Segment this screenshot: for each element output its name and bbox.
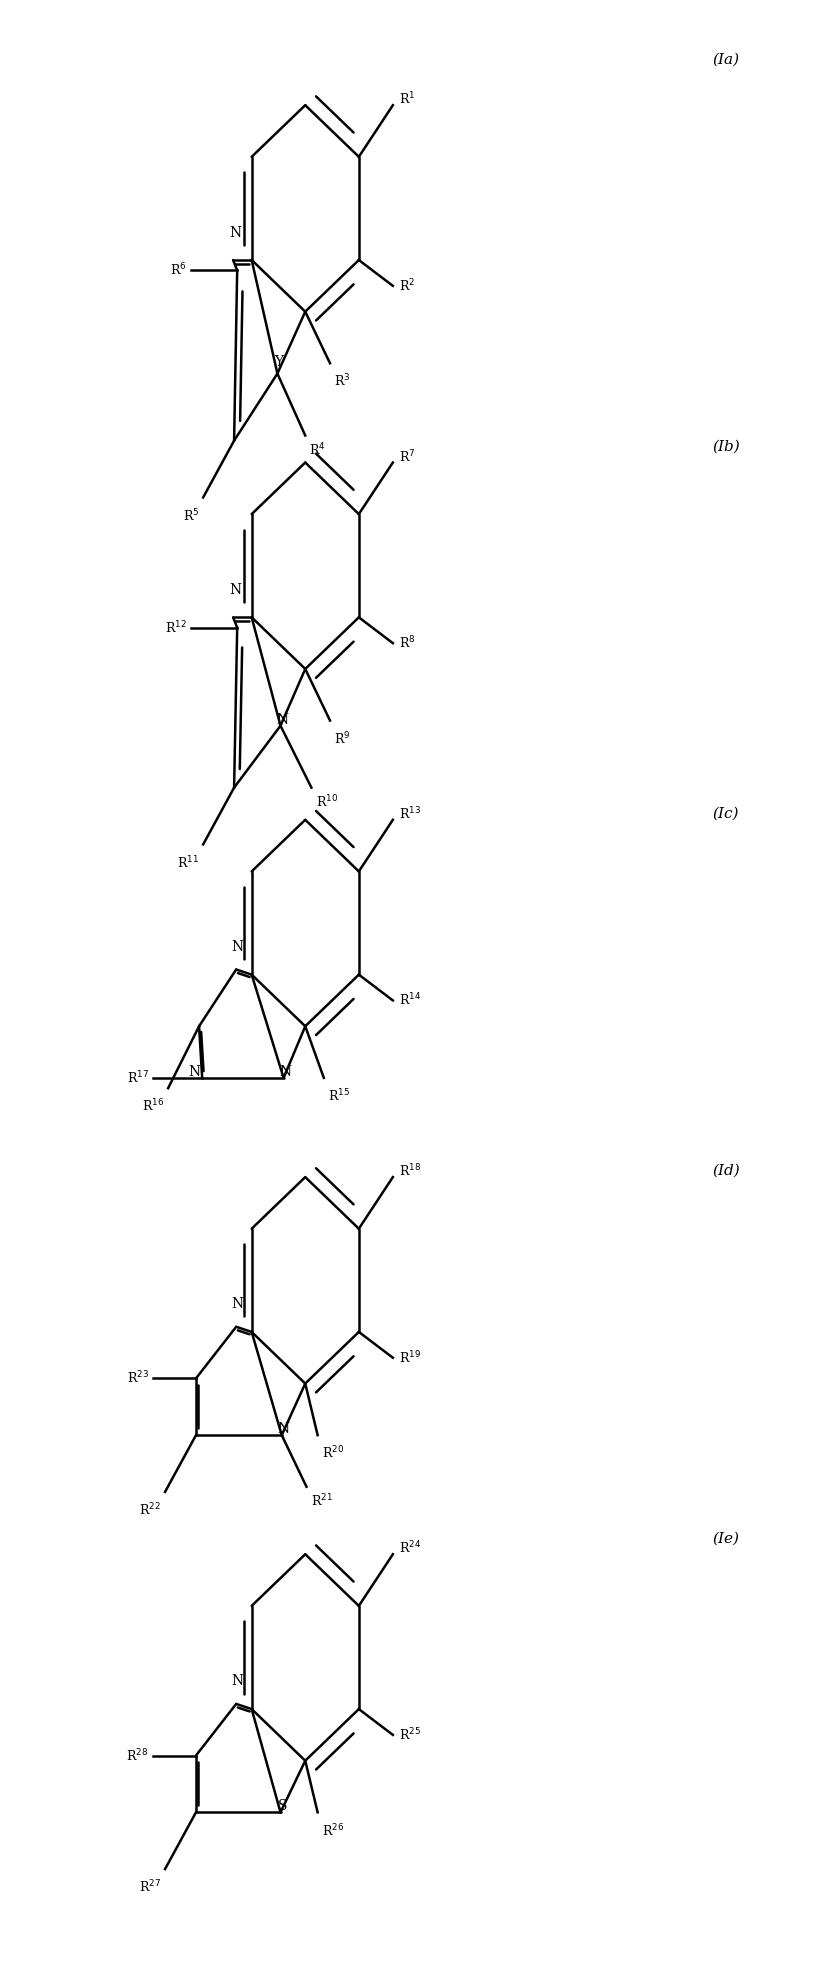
Text: R$^7$: R$^7$ bbox=[399, 449, 416, 464]
Text: R$^{26}$: R$^{26}$ bbox=[322, 1822, 344, 1838]
Text: R$^{17}$: R$^{17}$ bbox=[126, 1070, 148, 1086]
Text: R$^2$: R$^2$ bbox=[399, 278, 416, 294]
Text: R$^{23}$: R$^{23}$ bbox=[126, 1370, 148, 1388]
Text: R$^{16}$: R$^{16}$ bbox=[142, 1098, 164, 1116]
Text: R$^{19}$: R$^{19}$ bbox=[399, 1350, 422, 1366]
Text: R$^{14}$: R$^{14}$ bbox=[399, 992, 422, 1008]
Text: R$^{12}$: R$^{12}$ bbox=[165, 619, 186, 635]
Text: R$^{10}$: R$^{10}$ bbox=[315, 794, 337, 810]
Text: R$^1$: R$^1$ bbox=[399, 91, 416, 107]
Text: R$^6$: R$^6$ bbox=[170, 262, 186, 278]
Text: N: N bbox=[277, 1421, 290, 1437]
Text: R$^{13}$: R$^{13}$ bbox=[399, 806, 422, 822]
Text: N: N bbox=[229, 584, 242, 597]
Text: R$^5$: R$^5$ bbox=[182, 508, 199, 524]
Text: (Ib): (Ib) bbox=[712, 439, 740, 455]
Text: R$^{25}$: R$^{25}$ bbox=[399, 1727, 422, 1743]
Text: S: S bbox=[277, 1798, 287, 1814]
Text: (Ie): (Ie) bbox=[713, 1530, 739, 1546]
Text: N: N bbox=[188, 1064, 200, 1080]
Text: R$^{27}$: R$^{27}$ bbox=[139, 1880, 161, 1896]
Text: R$^{18}$: R$^{18}$ bbox=[399, 1163, 422, 1179]
Text: R$^3$: R$^3$ bbox=[334, 373, 351, 389]
Text: R$^4$: R$^4$ bbox=[309, 441, 326, 459]
Text: R$^{24}$: R$^{24}$ bbox=[399, 1540, 422, 1556]
Text: R$^{20}$: R$^{20}$ bbox=[322, 1445, 344, 1461]
Text: (Ia): (Ia) bbox=[713, 52, 739, 67]
Text: Y: Y bbox=[275, 355, 284, 369]
Text: R$^9$: R$^9$ bbox=[334, 730, 351, 746]
Text: N: N bbox=[232, 1296, 244, 1310]
Text: R$^8$: R$^8$ bbox=[399, 635, 416, 651]
Text: N: N bbox=[229, 226, 242, 240]
Text: (Id): (Id) bbox=[712, 1163, 740, 1179]
Text: N: N bbox=[279, 1064, 291, 1080]
Text: R$^{21}$: R$^{21}$ bbox=[311, 1493, 332, 1509]
Text: N: N bbox=[276, 713, 288, 727]
Text: R$^{15}$: R$^{15}$ bbox=[328, 1088, 350, 1104]
Text: R$^{11}$: R$^{11}$ bbox=[177, 854, 199, 871]
Text: R$^{28}$: R$^{28}$ bbox=[126, 1747, 148, 1765]
Text: R$^{22}$: R$^{22}$ bbox=[139, 1503, 161, 1519]
Text: N: N bbox=[232, 939, 244, 953]
Text: (Ic): (Ic) bbox=[713, 806, 739, 822]
Text: N: N bbox=[232, 1673, 244, 1687]
